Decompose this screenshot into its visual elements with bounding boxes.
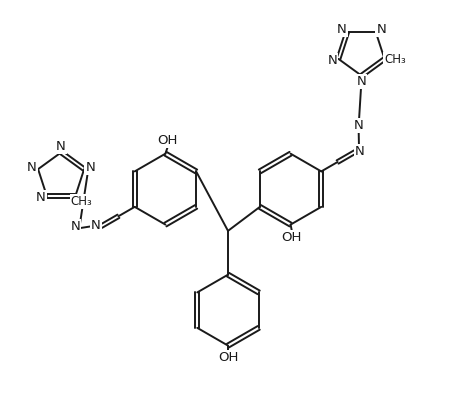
Text: N: N (56, 140, 66, 152)
Text: CH₃: CH₃ (383, 53, 405, 66)
Text: N: N (70, 220, 80, 234)
Text: N: N (327, 54, 336, 67)
Text: OH: OH (217, 351, 238, 364)
Text: N: N (353, 119, 363, 132)
Text: OH: OH (281, 231, 301, 244)
Text: N: N (356, 76, 365, 89)
Text: CH₃: CH₃ (71, 195, 92, 208)
Text: N: N (91, 219, 101, 232)
Text: N: N (86, 161, 95, 174)
Text: OH: OH (157, 134, 177, 147)
Text: N: N (27, 161, 37, 174)
Text: N: N (354, 144, 364, 158)
Text: N: N (336, 23, 346, 36)
Text: N: N (35, 191, 46, 204)
Text: N: N (375, 23, 385, 36)
